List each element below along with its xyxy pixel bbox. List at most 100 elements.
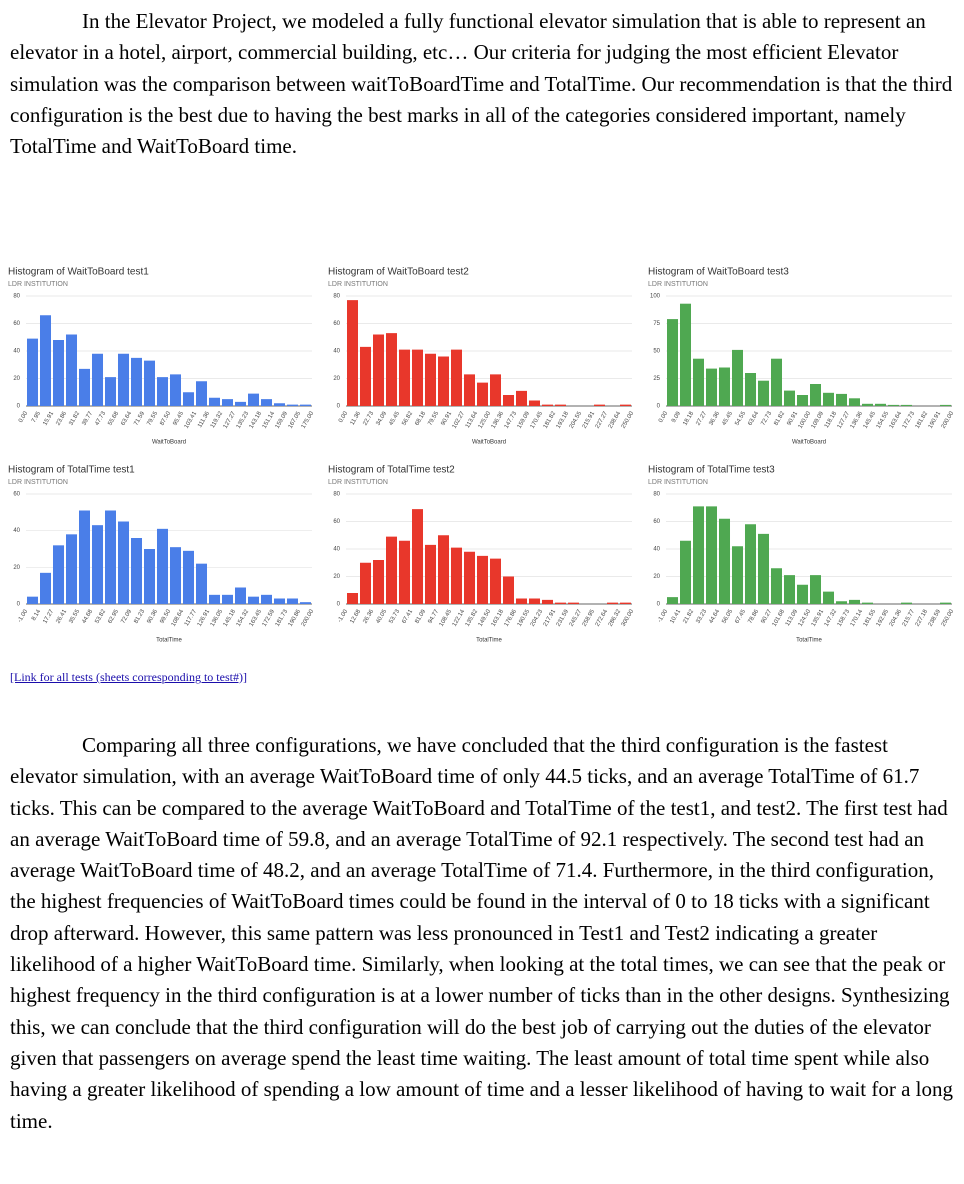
bar [784, 390, 796, 406]
bar [385, 333, 397, 406]
bar [274, 403, 285, 406]
bar [424, 544, 436, 604]
y-tick-label: 80 [333, 492, 340, 498]
x-tick-label: 0.00 [18, 410, 29, 424]
chart-subtitle: LDR INSTITUTION [328, 479, 388, 486]
x-tick-label: 45.45 [721, 410, 734, 427]
bar [183, 550, 194, 604]
x-tick-label: 95.45 [172, 410, 185, 427]
link[interactable]: [Link for all tests (sheets correspondin… [10, 670, 247, 684]
bar [620, 404, 631, 406]
bar [424, 353, 437, 406]
x-tick-label: 250.00 [621, 410, 636, 429]
x-tick-label: 10.41 [669, 608, 682, 625]
x-axis-label: WaitToBoard [792, 440, 826, 446]
bar [823, 591, 835, 604]
bar [490, 374, 501, 406]
bar [412, 509, 423, 604]
bar [157, 377, 168, 406]
bar [222, 594, 233, 604]
x-tick-label: 40.05 [375, 608, 388, 625]
x-tick-label: 26.41 [55, 608, 68, 625]
bar [248, 393, 259, 406]
x-tick-label: 22.73 [362, 410, 375, 427]
x-tick-label: -1.00 [17, 608, 29, 623]
y-tick-label: 25 [653, 376, 660, 382]
bar [822, 392, 834, 406]
chart-subtitle: LDR INSTITUTION [328, 281, 388, 288]
x-tick-label: 63.64 [120, 410, 133, 427]
bar [477, 555, 488, 604]
y-tick-label: 0 [17, 602, 21, 608]
y-tick-label: 20 [13, 565, 20, 571]
x-tick-label: 63.64 [747, 410, 760, 427]
bar [719, 518, 731, 604]
x-tick-label: 300.00 [621, 608, 636, 627]
bar [65, 334, 78, 406]
bar [516, 390, 527, 406]
bar [862, 602, 874, 604]
bar [940, 404, 951, 406]
bar [156, 528, 168, 604]
bar [771, 358, 783, 406]
bar [555, 602, 566, 604]
y-tick-label: 20 [13, 376, 20, 382]
bar [182, 392, 195, 406]
chart-title: Histogram of TotalTime test1 [8, 465, 135, 476]
x-axis-label: TotalTime [156, 638, 182, 644]
bar [451, 349, 462, 406]
bar [79, 510, 90, 604]
bar [693, 506, 705, 604]
y-tick-label: 40 [13, 528, 20, 534]
x-tick-label: 23.86 [55, 410, 68, 427]
x-tick-label: 56.05 [721, 608, 734, 625]
bar [529, 598, 541, 604]
bar [386, 536, 398, 604]
y-tick-label: 0 [657, 404, 661, 410]
x-tick-label: 33.23 [695, 608, 708, 625]
bar [260, 399, 273, 406]
y-tick-label: 75 [653, 321, 660, 327]
bar [797, 395, 808, 406]
bar [783, 575, 795, 604]
bar [835, 393, 847, 406]
x-tick-label: 67.41 [401, 608, 414, 625]
x-tick-label: 68.18 [414, 410, 427, 427]
x-tick-label: 35.55 [68, 608, 81, 625]
x-tick-label: 53.73 [388, 608, 401, 625]
bar [66, 534, 78, 604]
histogram: Histogram of TotalTime test2 LDR INSTITUT… [328, 465, 636, 644]
x-tick-label: -1.00 [337, 608, 349, 623]
bar [53, 340, 64, 406]
bar [170, 374, 181, 406]
chart-subtitle: LDR INSTITUTION [648, 281, 708, 288]
chart-title: Histogram of TotalTime test2 [328, 465, 455, 476]
y-tick-label: 60 [333, 519, 340, 525]
x-tick-label: 71.59 [133, 410, 146, 427]
bar [555, 404, 566, 406]
x-tick-label: 44.64 [708, 608, 721, 625]
y-tick-label: 40 [333, 349, 340, 355]
bar [732, 546, 743, 604]
y-tick-label: 60 [333, 321, 340, 327]
x-tick-label: 103.41 [184, 410, 199, 429]
bar [692, 358, 704, 406]
bar [502, 576, 514, 604]
bar [861, 403, 873, 406]
y-tick-label: 0 [337, 602, 341, 608]
bar [273, 598, 286, 604]
x-tick-label: 39.77 [81, 410, 94, 427]
bar [758, 380, 770, 406]
x-tick-label: 9.09 [671, 410, 682, 424]
x-tick-label: 17.27 [42, 608, 55, 625]
bar [888, 404, 900, 406]
bar [849, 599, 861, 604]
x-tick-label: 99.50 [159, 608, 172, 625]
bar [399, 540, 411, 604]
x-tick-label: 15.91 [42, 410, 55, 427]
x-tick-label: 44.68 [81, 608, 94, 625]
bar [234, 587, 247, 604]
bar [607, 602, 619, 604]
x-axis-label: TotalTime [476, 638, 502, 644]
bar [27, 338, 38, 406]
